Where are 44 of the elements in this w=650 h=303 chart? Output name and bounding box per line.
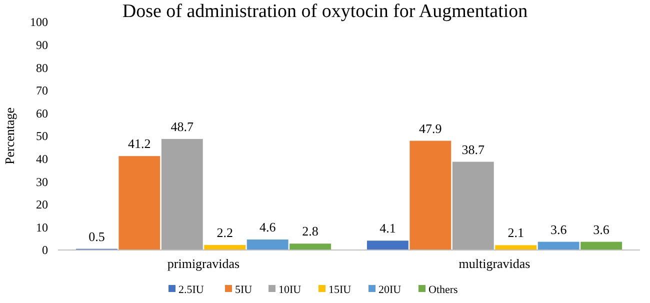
x-tick-label: primigravidas — [167, 256, 240, 271]
bar — [580, 242, 622, 250]
legend-label: 10IU — [278, 284, 302, 296]
data-label: 48.7 — [170, 118, 194, 134]
data-label: 4.1 — [380, 220, 396, 236]
data-label: 3.6 — [593, 222, 610, 237]
legend-label: 2.5IU — [178, 284, 204, 296]
y-axis-title: Percentage — [2, 107, 17, 165]
data-label: 38.7 — [462, 142, 486, 157]
y-tick-label: 20 — [36, 198, 48, 212]
y-tick-label: 100 — [30, 15, 48, 30]
data-label: 47.9 — [419, 120, 442, 136]
bar — [290, 244, 332, 250]
data-label: 2.2 — [216, 224, 233, 240]
y-tick-label: 90 — [36, 38, 48, 52]
legend-label: 5IU — [235, 284, 252, 296]
bar — [495, 245, 537, 250]
legend-label: 20IU — [378, 284, 402, 296]
data-label: 4.6 — [259, 220, 276, 235]
bar — [366, 240, 408, 250]
legend-label: Others — [428, 284, 458, 296]
bar — [246, 240, 288, 250]
data-label: 3.6 — [550, 222, 568, 237]
y-tick-label: 70 — [36, 84, 48, 98]
bar — [204, 244, 246, 250]
legend-label: 15IU — [328, 284, 352, 296]
y-tick-label: 40 — [36, 152, 48, 166]
chart-title: Dose of administration of oxytocin for Augmentation — [122, 1, 528, 22]
bar — [538, 242, 580, 250]
bar — [410, 140, 452, 250]
data-label: 0.5 — [88, 228, 105, 244]
data-label: 2.1 — [508, 225, 524, 240]
y-tick-label: 50 — [36, 129, 48, 144]
data-label: 2.8 — [302, 224, 318, 239]
y-tick-label: 10 — [36, 220, 48, 234]
y-tick-label: 60 — [36, 106, 48, 120]
bar — [118, 156, 160, 250]
bar — [452, 162, 494, 250]
data-label: 41.2 — [128, 136, 151, 152]
bar — [161, 138, 203, 250]
y-tick-label: 0 — [42, 243, 48, 258]
y-tick-label: 30 — [36, 174, 48, 189]
y-tick-label: 80 — [36, 60, 48, 75]
x-tick-label: multigravidas — [458, 256, 530, 271]
